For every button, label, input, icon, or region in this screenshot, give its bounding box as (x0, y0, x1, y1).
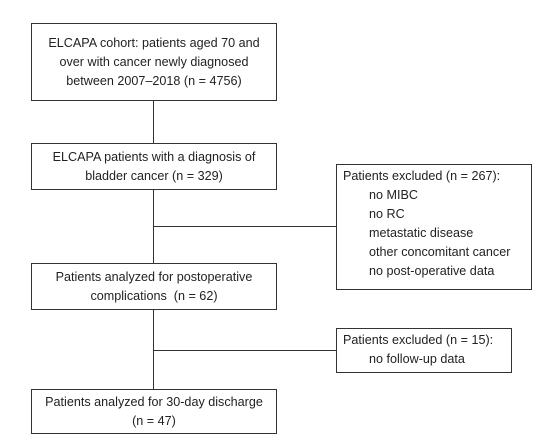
exclusion-box-2: Patients excluded (n = 15): no follow-up… (336, 328, 512, 373)
cohort-box: ELCAPA cohort: patients aged 70 and over… (31, 23, 277, 101)
connector-branch-exclusion-1 (153, 226, 336, 228)
analyzed-discharge-box: Patients analyzed for 30-day discharge (… (31, 389, 277, 434)
bladder-cancer-box: ELCAPA patients with a diagnosis of blad… (31, 143, 277, 190)
exclusion-2-item: no follow-up data (369, 352, 465, 366)
exclusion-1-item: no MIBC (369, 188, 418, 202)
discharge-line-2: (n = 47) (132, 413, 176, 428)
cohort-line-2: over with cancer newly diagnosed (59, 54, 249, 69)
analyzed-line-2: complications (n = 62) (90, 288, 218, 303)
cohort-line-1: ELCAPA cohort: patients aged 70 and (48, 35, 260, 50)
exclusion-1-item: metastatic disease (369, 226, 474, 240)
exclusion-2-title: Patients excluded (n = 15): (343, 333, 494, 347)
exclusion-1-item: other concomitant cancer (369, 245, 511, 259)
bladder-line-2: bladder cancer (n = 329) (85, 168, 223, 183)
exclusion-1-title: Patients excluded (n = 267): (343, 169, 501, 183)
analyzed-line-1: Patients analyzed for postoperative (55, 269, 253, 284)
discharge-line-1: Patients analyzed for 30-day discharge (45, 394, 263, 409)
connector-cohort-to-bladder (153, 101, 155, 143)
analyzed-complications-box: Patients analyzed for postoperative comp… (31, 263, 277, 310)
exclusion-box-1: Patients excluded (n = 267): no MIBC no … (336, 164, 532, 290)
exclusion-1-item: no post-operative data (369, 264, 495, 278)
bladder-line-1: ELCAPA patients with a diagnosis of (52, 149, 256, 164)
connector-branch-exclusion-2 (153, 350, 336, 352)
cohort-line-3: between 2007–2018 (n = 4756) (66, 73, 242, 88)
exclusion-1-item: no RC (369, 207, 405, 221)
connector-analyzed-to-final (153, 310, 155, 389)
